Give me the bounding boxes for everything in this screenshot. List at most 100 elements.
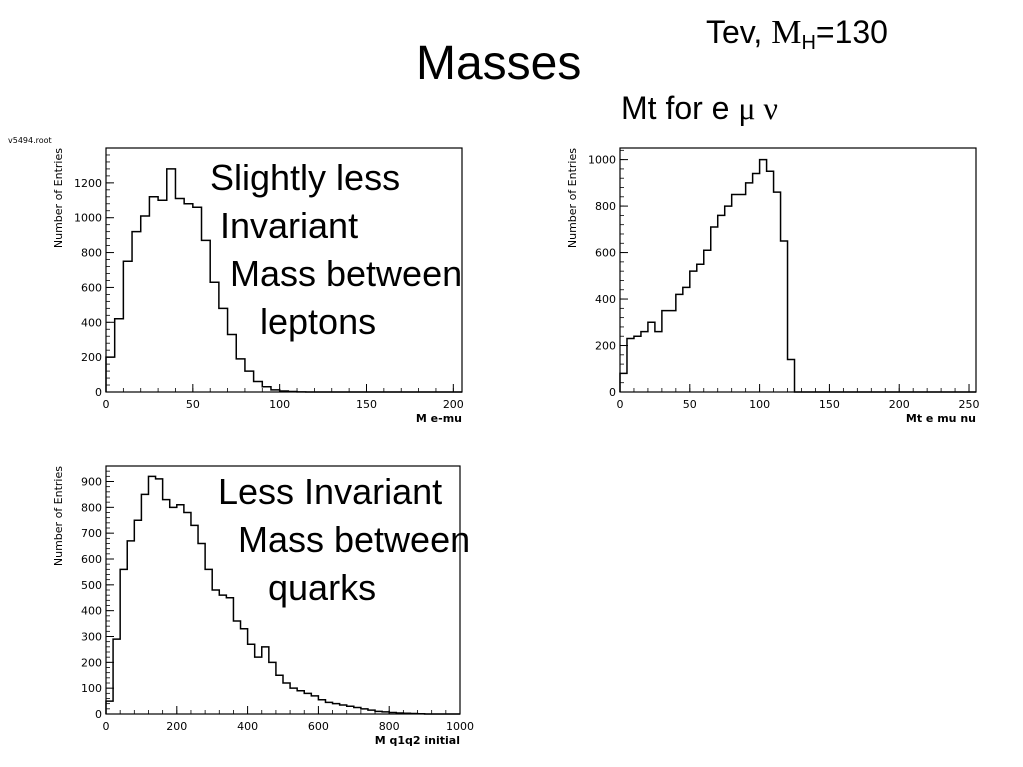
histogram-bin [732, 194, 739, 392]
x-tick-label: 150 [356, 398, 377, 411]
y-tick-label: 0 [95, 708, 102, 721]
histogram-bin [318, 700, 325, 714]
energy-mass-note: Tev, MH=130 [706, 12, 888, 63]
histogram-bin [739, 194, 746, 392]
histogram-bin [788, 359, 795, 392]
histogram-bin [627, 339, 634, 392]
histogram-mt-emunu: 0 50 100 150 200 250 0 200 400 600 800 1000 Mt e mu … [566, 147, 980, 425]
histogram-bin [354, 708, 361, 714]
histogram-bin [228, 334, 237, 392]
y-tick-label: 900 [81, 476, 102, 489]
histogram-outline [105, 168, 462, 393]
y-tick-label: 0 [609, 386, 616, 399]
y-tick-label: 400 [81, 316, 102, 329]
x-axis-title: M e-mu [416, 412, 462, 425]
y-tick-label: 800 [81, 247, 102, 260]
histogram-bin [634, 336, 641, 392]
mt-heading-greek: μ ν [738, 90, 778, 126]
histogram-bin [288, 391, 297, 392]
y-tick-label: 600 [595, 247, 616, 260]
histogram-bin [382, 712, 389, 714]
y-tick-label: 500 [81, 579, 102, 592]
histogram-bin [697, 264, 704, 392]
histogram-bin [210, 282, 219, 392]
x-tick-label: 0 [103, 398, 110, 411]
histogram-bin [120, 569, 127, 714]
plot-frame [105, 147, 463, 393]
histogram-bin [683, 287, 690, 392]
histogram-bin [283, 683, 290, 714]
y-tick-label: 300 [81, 631, 102, 644]
histogram-bin [123, 261, 132, 392]
histogram-bin [311, 696, 318, 714]
higgs-mass-symbol: M [771, 14, 802, 51]
histogram-bin [106, 357, 115, 392]
y-axis-title: Number of Entries [52, 148, 65, 248]
histogram-bin [375, 711, 382, 714]
histogram-bin [236, 359, 245, 392]
mt-heading-text: Mt for e [621, 90, 739, 126]
histogram-bin [132, 232, 141, 392]
x-tick-label: 100 [269, 398, 290, 411]
y-tick-label: 200 [595, 340, 616, 353]
histogram-bin [202, 240, 211, 392]
note-quarks: Less Invariant Mass between quarks [218, 471, 471, 608]
histogram-bin [177, 505, 184, 714]
histogram-bin [170, 507, 177, 714]
histogram-bin [269, 662, 276, 714]
histogram-bin [753, 174, 760, 392]
x-tick-label: 600 [308, 720, 329, 733]
y-axis-title: Number of Entries [52, 466, 65, 566]
histogram-bin [175, 199, 184, 392]
histogram-bin [760, 160, 767, 392]
histogram-bin [149, 197, 158, 392]
histogram-bin [127, 541, 134, 714]
histogram-bin [767, 171, 774, 392]
x-tick-label: 0 [617, 398, 624, 411]
histogram-bin [297, 691, 304, 714]
histogram-bin [325, 702, 332, 714]
y-tick-label: 100 [81, 682, 102, 695]
histogram-bin [254, 382, 263, 392]
x-tick-label: 400 [237, 720, 258, 733]
x-tick-label: 200 [443, 398, 464, 411]
higgs-mass-subscript: H [801, 32, 816, 54]
mt-heading: Mt for e μ ν [621, 88, 778, 128]
histogram-bin [781, 241, 788, 392]
histogram-bin [184, 513, 191, 715]
histogram-bin [662, 311, 669, 392]
x-tick-label: 0 [103, 720, 110, 733]
histogram-m-q1q2: 0 200 400 600 800 1000 0 100 200 300 400 500 600 700 8… [52, 465, 474, 747]
x-tick-label: 50 [186, 398, 200, 411]
histogram-bin [205, 569, 212, 714]
y-tick-label: 200 [81, 351, 102, 364]
histogram-bin [248, 644, 255, 714]
y-tick-label: 800 [595, 200, 616, 213]
histogram-bin [403, 713, 410, 714]
y-tick-label: 200 [81, 656, 102, 669]
histogram-bin [115, 319, 124, 392]
histogram-outline [619, 158, 976, 393]
y-axis-title: Number of Entries [566, 148, 579, 248]
histogram-bin [676, 294, 683, 392]
histogram-bin [655, 332, 662, 392]
histogram-bin [347, 706, 354, 714]
histogram-bin [158, 200, 167, 392]
histogram-bin [193, 207, 202, 392]
x-tick-label: 200 [889, 398, 910, 411]
histogram-bin [290, 688, 297, 714]
histogram-bin [191, 525, 198, 714]
y-tick-label: 400 [595, 293, 616, 306]
slide-title: Masses [416, 37, 582, 90]
histogram-bin [690, 271, 697, 392]
histogram-bin [304, 693, 311, 714]
y-tick-label: 700 [81, 527, 102, 540]
histogram-m-emu: 0 50 100 150 200 0 200 400 600 800 1000 1200 M e-mu N… [52, 147, 464, 425]
histogram-bin [219, 595, 226, 714]
histogram-bin [725, 206, 732, 392]
histogram-bin [669, 311, 676, 392]
histogram-bin [396, 713, 403, 714]
x-axis-title: M q1q2 initial [375, 734, 460, 747]
y-tick-label: 0 [95, 386, 102, 399]
y-tick-label: 1000 [588, 154, 616, 167]
